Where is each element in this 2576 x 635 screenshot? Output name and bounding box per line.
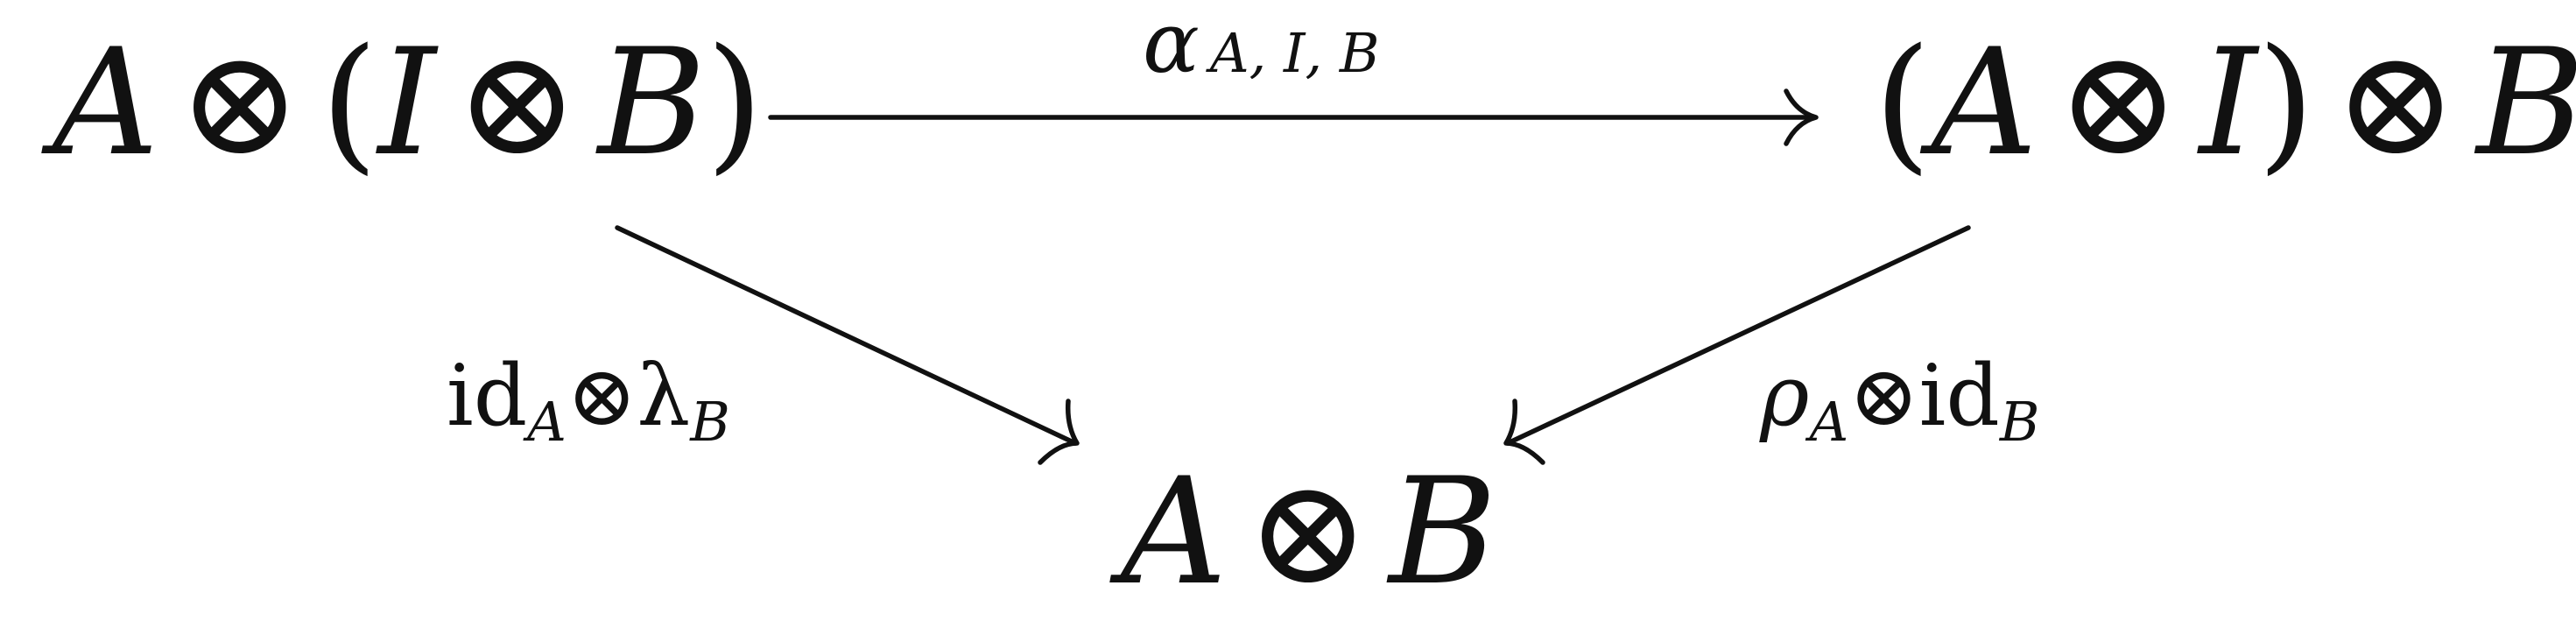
node-left-piece: A — [41, 17, 158, 188]
node-bottom-piece: ⊗ — [1246, 446, 1369, 617]
node-left-piece: ) — [706, 17, 764, 188]
arrow-right-unitor — [1503, 225, 1971, 465]
node-right-piece: ⊗ — [2057, 17, 2180, 188]
label-left-unitor: idA⊗λB — [447, 347, 730, 454]
node-right: (A ⊗ I) ⊗ B — [1874, 17, 2576, 188]
label-right-unitor: ρA⊗idB — [1759, 347, 2039, 454]
arrow-associator — [768, 88, 1819, 146]
node-left-piece: ⊗ — [455, 17, 579, 188]
node-right-piece: ⊗ — [2334, 17, 2458, 188]
node-left-piece: ( — [320, 17, 378, 188]
node-right-piece: ( — [1874, 17, 1932, 188]
node-bottom: A ⊗ B — [1109, 446, 1497, 617]
node-bottom-piece: A — [1109, 446, 1227, 617]
node-left-piece: I — [376, 17, 440, 188]
node-left: A ⊗ (I ⊗ B) — [41, 17, 764, 188]
node-left-piece: B — [595, 17, 706, 188]
arrow-left-unitor — [615, 225, 1080, 465]
node-right-piece: I — [2197, 17, 2261, 188]
node-right-piece: ) — [2257, 17, 2315, 188]
node-bottom-piece: B — [1386, 446, 1496, 617]
label-associator: α A, I, B — [1143, 0, 1380, 92]
node-left-piece: ⊗ — [178, 17, 301, 188]
node-right-piece: A — [1920, 17, 2038, 188]
node-right-piece: B — [2474, 17, 2576, 188]
